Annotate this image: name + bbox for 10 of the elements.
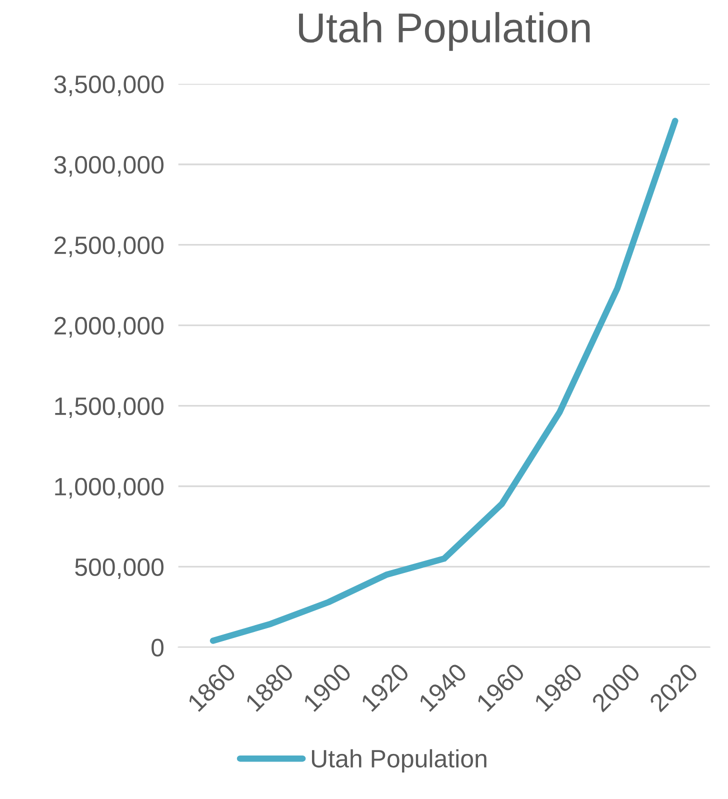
y-tick-label: 1,500,000 <box>55 397 164 418</box>
y-tick-label: 3,000,000 <box>54 156 164 177</box>
y-tick-label: 2,500,000 <box>54 236 164 258</box>
y-tick-label: 0 <box>152 638 164 656</box>
y-tick-label: 1,000,000 <box>55 478 164 499</box>
chart-title: Utah Population <box>299 12 590 51</box>
y-tick-label: 3,500,000 <box>54 75 164 96</box>
y-tick-label: 500,000 <box>75 558 164 579</box>
y-tick-label: 2,000,000 <box>54 316 164 338</box>
legend-label: Utah Population <box>312 749 486 773</box>
